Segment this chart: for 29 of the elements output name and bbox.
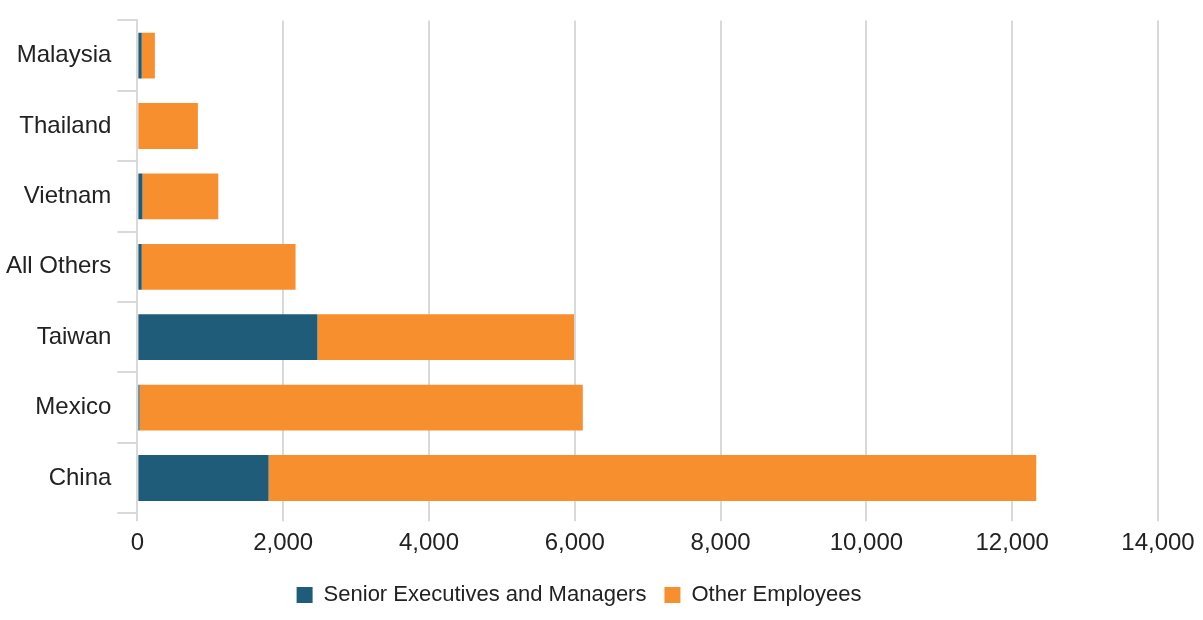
bar <box>138 173 143 220</box>
bar <box>141 243 296 290</box>
bar <box>139 384 583 431</box>
bar <box>138 455 269 501</box>
y-tick-label: Malaysia <box>16 40 113 68</box>
bar <box>138 32 142 79</box>
bar <box>138 314 318 361</box>
bar <box>317 314 575 361</box>
x-tick-label: 14,000 <box>1121 528 1195 556</box>
bar <box>142 173 219 220</box>
y-tick-label: Thailand <box>19 110 112 138</box>
x-tick-label: 12,000 <box>975 528 1049 556</box>
y-tick-label: Mexico <box>35 392 112 420</box>
x-tick-label: 6,000 <box>544 528 605 556</box>
bar <box>138 103 198 149</box>
y-tick-label: Taiwan <box>36 321 112 349</box>
bar <box>138 243 142 290</box>
x-tick-label: 4,000 <box>398 528 460 556</box>
y-tick-label: China <box>48 462 112 490</box>
bar <box>141 32 155 79</box>
x-tick-label: 8,000 <box>690 528 751 556</box>
legend-label: Other Employees <box>691 581 862 607</box>
bar <box>268 455 1037 501</box>
x-tick-label: 2,000 <box>253 528 314 556</box>
y-tick-label: All Others <box>5 251 112 279</box>
x-tick-label: 0 <box>130 528 145 556</box>
x-tick-label: 10,000 <box>829 528 904 556</box>
legend-label: Senior Executives and Managers <box>323 581 647 607</box>
y-tick-label: Vietnam <box>23 181 112 209</box>
